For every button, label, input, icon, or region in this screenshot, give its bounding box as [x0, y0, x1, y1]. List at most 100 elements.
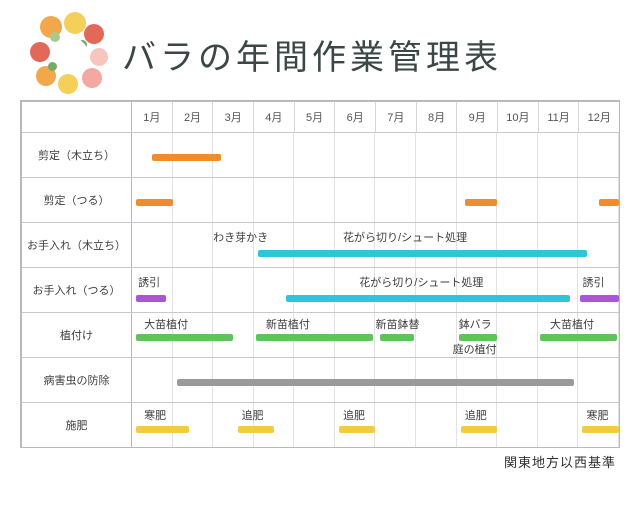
grid-cell [173, 358, 214, 402]
grid-cell [375, 403, 416, 447]
grid-cell [294, 133, 335, 177]
task-row-cells: 誘引花がら切り/シュート処理誘引 [132, 268, 619, 312]
grid-cell [416, 133, 457, 177]
flower-wreath-icon [32, 14, 112, 94]
grid-cell [578, 133, 619, 177]
grid-cell [538, 403, 579, 447]
month-header: 5月 [295, 102, 336, 132]
task-row-label: 施肥 [22, 403, 132, 447]
grid-cell [254, 133, 295, 177]
grid-cell [538, 133, 579, 177]
grid-cell [173, 268, 214, 312]
grid-cell [213, 403, 254, 447]
grid-cell [213, 268, 254, 312]
grid-cell [335, 403, 376, 447]
task-row-care-climb: お手入れ（つる）誘引花がら切り/シュート処理誘引 [22, 268, 619, 313]
grid-cell [578, 178, 619, 222]
task-row-label: お手入れ（木立ち） [22, 223, 132, 267]
grid-cell [213, 313, 254, 357]
grid-cell [375, 178, 416, 222]
task-row-cells [132, 178, 619, 222]
grid-cell [335, 223, 376, 267]
grid-cell [457, 178, 498, 222]
task-row-label: 植付け [22, 313, 132, 357]
grid-cell [416, 223, 457, 267]
grid-cell [213, 223, 254, 267]
grid-cell [132, 268, 173, 312]
grid-cell [497, 178, 538, 222]
grid-cell [497, 358, 538, 402]
grid-cell [294, 178, 335, 222]
grid-cell [375, 268, 416, 312]
grid-cell [294, 403, 335, 447]
task-row-cells: 大苗植付新苗植付新苗鉢替鉢バラ庭の植付大苗植付 [132, 313, 619, 357]
grid-cell [335, 178, 376, 222]
month-header: 7月 [376, 102, 417, 132]
grid-cell [416, 403, 457, 447]
month-header: 6月 [335, 102, 376, 132]
grid-cell [457, 313, 498, 357]
grid-cell [335, 313, 376, 357]
task-row-prune-climb: 剪定（つる） [22, 178, 619, 223]
grid-cell [294, 268, 335, 312]
grid-cell [578, 313, 619, 357]
grid-cell [538, 223, 579, 267]
grid-cell [132, 178, 173, 222]
grid-cell [375, 133, 416, 177]
grid-cell [497, 313, 538, 357]
grid-cell [132, 358, 173, 402]
task-row-fert: 施肥寒肥追肥追肥追肥寒肥 [22, 403, 619, 447]
task-row-pest: 病害虫の防除 [22, 358, 619, 403]
month-header: 11月 [539, 102, 580, 132]
task-row-label: 剪定（つる） [22, 178, 132, 222]
grid-cell [538, 358, 579, 402]
grid-cell [335, 133, 376, 177]
grid-cell [416, 268, 457, 312]
grid-cell [578, 268, 619, 312]
grid-cell [457, 358, 498, 402]
grid-cell [254, 358, 295, 402]
task-row-planting: 植付け大苗植付新苗植付新苗鉢替鉢バラ庭の植付大苗植付 [22, 313, 619, 358]
grid-cell [213, 358, 254, 402]
month-header: 2月 [173, 102, 214, 132]
grid-cell [132, 313, 173, 357]
month-header: 8月 [417, 102, 458, 132]
grid-cell [457, 403, 498, 447]
footnote: 関東地方以西基準 [14, 452, 616, 471]
grid-cell [578, 358, 619, 402]
grid-cell [173, 223, 214, 267]
task-row-prune-bush: 剪定（木立ち） [22, 133, 619, 178]
grid-cell [254, 403, 295, 447]
grid-cell [375, 313, 416, 357]
grid-cell [375, 223, 416, 267]
month-header: 12月 [579, 102, 619, 132]
gantt-chart: 1月2月3月4月5月6月7月8月9月10月11月12月剪定（木立ち）剪定（つる）… [20, 100, 620, 448]
grid-cell [497, 403, 538, 447]
month-header: 10月 [498, 102, 539, 132]
month-header: 9月 [457, 102, 498, 132]
grid-cell [213, 178, 254, 222]
month-header: 4月 [254, 102, 295, 132]
grid-cell [335, 358, 376, 402]
grid-cell [457, 268, 498, 312]
header-row: 1月2月3月4月5月6月7月8月9月10月11月12月 [22, 102, 619, 133]
grid-cell [497, 133, 538, 177]
page-root: バラの年間作業管理表 1月2月3月4月5月6月7月8月9月10月11月12月剪定… [0, 0, 640, 532]
grid-cell [132, 403, 173, 447]
task-row-cells: わき芽かき花がら切り/シュート処理 [132, 223, 619, 267]
grid-cell [132, 223, 173, 267]
title-row: バラの年間作業管理表 [32, 14, 626, 94]
grid-cell [254, 178, 295, 222]
grid-cell [497, 223, 538, 267]
month-header: 3月 [213, 102, 254, 132]
grid-cell [416, 358, 457, 402]
grid-cell [538, 178, 579, 222]
task-row-label: お手入れ（つる） [22, 268, 132, 312]
header-cells: 1月2月3月4月5月6月7月8月9月10月11月12月 [132, 102, 619, 132]
grid-cell [335, 268, 376, 312]
grid-cell [173, 178, 214, 222]
grid-cell [173, 133, 214, 177]
grid-cell [457, 223, 498, 267]
grid-cell [416, 178, 457, 222]
grid-cell [578, 403, 619, 447]
